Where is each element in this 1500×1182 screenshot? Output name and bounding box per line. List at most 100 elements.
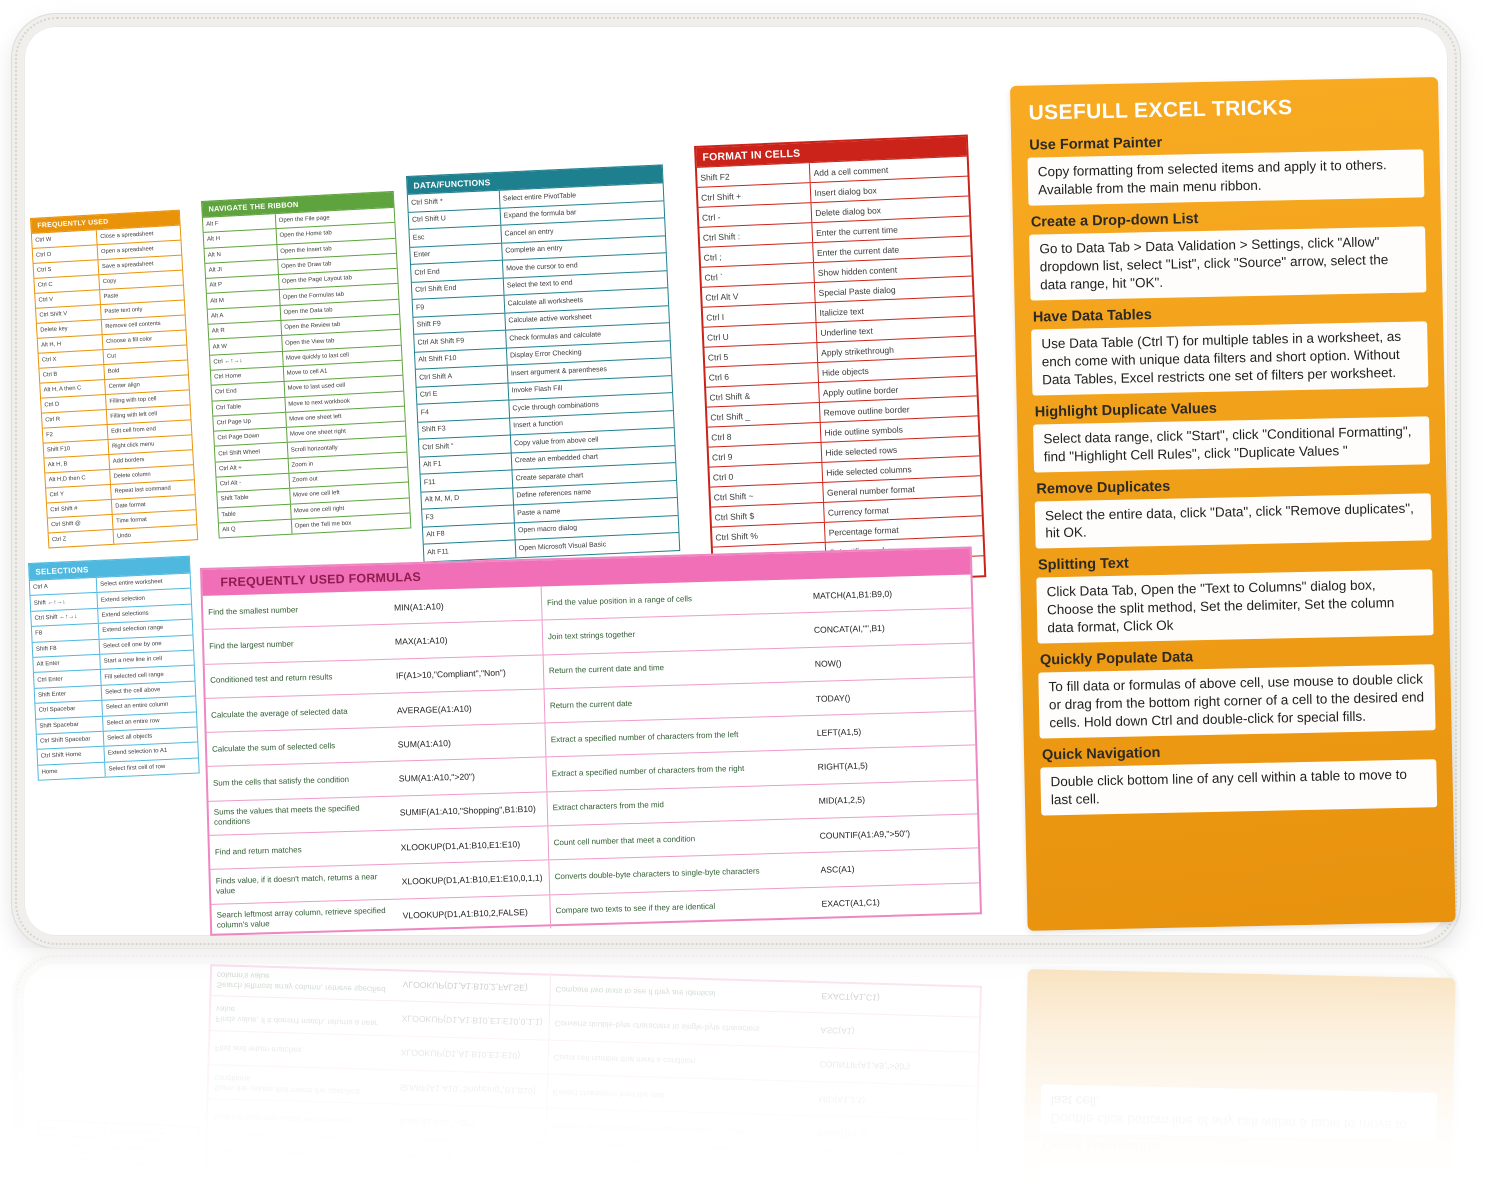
key-cell: Conditioned test and return results (210, 672, 333, 685)
key-cell: Alt Q (218, 519, 293, 538)
shortcut-row: Ctrl Shift Spacebar Select all objects (36, 1150, 198, 1174)
value-cell: CONCAT(AI,"",B1) (813, 622, 885, 635)
trick-section: Create a Drop-down List Go to Data Tab > … (1029, 204, 1427, 301)
trick-section: Have Data Tables Use Data Table (Ctrl T) … (1031, 299, 1429, 396)
shortcut-row: Shift Spacebar Select an entire row (36, 1166, 197, 1178)
value-cell: XLOOKUP(D1,A1:B10,E1:E10,0,1,1) (401, 872, 543, 887)
value-cell: Select an entire row (106, 1173, 160, 1178)
trick-section: Quick Navigation Double click bottom line… (1040, 1084, 1438, 1162)
value-cell: COUNTIF(A1:A9,">50") (819, 1059, 911, 1072)
formula-row: Search leftmost array column, retrieve s… (211, 962, 551, 1006)
formula-row: Converts double-byte characters to singl… (549, 1005, 980, 1053)
trick-body: Select the entire data, click "Data", cl… (1034, 492, 1432, 550)
formula-row: Extract a specified number of characters… (545, 1143, 976, 1178)
formulas-right-column: Find the value position in a range of ce… (540, 574, 981, 929)
key-cell: Calculate the average of selected data (210, 706, 348, 720)
trick-body: To fill data or formulas of above cell, … (1038, 1161, 1436, 1178)
value-cell: Select first cell of row (108, 1127, 166, 1137)
value-cell: LEFT(A1,5) (816, 726, 862, 738)
key-cell: Finds value, if it doesn't match, return… (215, 1004, 378, 1028)
key-cell: Home (38, 762, 106, 780)
shortcut-table-format-in-cells: Shift F2 Add a cell comment Ctrl Shift + In… (696, 155, 985, 587)
trick-section: Highlight Duplicate Values Select data ra… (1033, 394, 1431, 473)
key-cell: Search leftmost array column, retrieve s… (216, 906, 386, 930)
key-cell: Calculate the average of selected data (206, 1168, 393, 1178)
key-cell: Sums the values that meets the specified… (213, 804, 360, 828)
value-cell: Select first cell of row (108, 763, 166, 773)
panel-format-in-cells: FORMAT IN CELLS Shift F2 Add a cell comme… (694, 134, 987, 589)
formulas-columns: Find the smallest numberMIN(A1:A10)Find … (203, 962, 981, 1178)
key-cell: Sum the cells that satisfy the condition (212, 775, 350, 788)
formula-row: Compare two texts to see if they are ide… (550, 971, 981, 1018)
panel-formulas: FREQUENTLY USED FORMULAS Find the smalle… (200, 962, 982, 1178)
value-cell: MIN(A1:A10) (393, 600, 444, 613)
value-cell: AVERAGE(A1:A10) (396, 703, 472, 716)
key-cell: Converts double-byte characters to singl… (554, 1018, 760, 1034)
panel-title-excel-tricks: USEFULL EXCEL TRICKS (1028, 96, 1293, 125)
key-cell: Extract a specified number of characters… (551, 1121, 745, 1136)
key-cell: Home (38, 1120, 106, 1138)
panel-frequently-used: FREQUENTLY USED Ctrl W Close a spreadshee… (30, 209, 199, 549)
value-cell: AVERAGE(A1:A10) (391, 1173, 544, 1178)
trick-body: Copy formatting from selected items and … (1027, 149, 1425, 206)
value-cell: SUMIF(A1:A10,"Shopping",B1:B10) (399, 1082, 536, 1096)
value-cell: MID(A1,2,5) (818, 1093, 866, 1106)
formulas-left-column: Find the smallest numberMIN(A1:A10)Find … (203, 962, 551, 1178)
value-cell: RIGHT(A1,5) (817, 760, 868, 772)
value-cell: ASC(A1) (820, 863, 855, 875)
value-cell: MID(A1,2,5) (818, 794, 866, 807)
key-cell: Count cell number that meet a condition (553, 1053, 696, 1066)
shortcut-table-data-functions: Ctrl Shift * Select entire PivotTable Ctrl… (407, 182, 680, 562)
value-cell: VLOOKUP(D1,A1:B10,2,FALSE) (402, 907, 528, 921)
formula-row: Sums the values that meets the specified… (208, 1065, 548, 1109)
key-cell: Find and return matches (214, 844, 302, 857)
key-cell: Return the current date (544, 1177, 811, 1178)
key-cell: Finds value, if it doesn't match, return… (215, 872, 378, 896)
value-cell: Extend selection to A1 (107, 1142, 168, 1152)
key-cell: Compare two texts to see if they are ide… (555, 984, 716, 998)
key-cell: Extract characters from the mid (552, 1087, 664, 1100)
formula-row: Finds value, if it doesn't match, return… (210, 996, 550, 1041)
key-cell: Find the largest number (209, 639, 294, 651)
formula-row: Extract a specified number of characters… (546, 1108, 977, 1156)
key-cell: Sums the values that meets the specified… (213, 1072, 360, 1096)
trick-section: Quick Navigation Double click bottom line… (1040, 737, 1438, 816)
value-cell: SUM(A1:A10) (397, 737, 451, 750)
shortcut-row: Home Select first cell of row (38, 1120, 199, 1143)
trick-body: Click Data Tab, Open the "Text to Column… (1036, 569, 1434, 644)
panel-formulas: FREQUENTLY USED FORMULAS Find the smalle… (200, 546, 982, 938)
value-cell: EXACT(A1,C1) (821, 990, 880, 1003)
trick-body: Double click bottom line of any cell wit… (1040, 1084, 1438, 1141)
value-cell: SUM(A1:A10) (397, 1150, 451, 1163)
value-cell: COUNTIF(A1:A9,">50") (819, 828, 911, 841)
value-cell: VLOOKUP(D1,A1:B10,2,FALSE) (402, 979, 528, 993)
formula-row: Find and return matches XLOOKUP(D1,A1:B10… (209, 1030, 549, 1075)
trick-section: Splitting Text Click Data Tab, Open the "… (1036, 548, 1434, 644)
value-cell: ASC(A1) (820, 1025, 855, 1037)
key-cell: Ctrl Shift Home (37, 1135, 106, 1153)
key-cell: Calculate the sum of selected cells (211, 1146, 336, 1159)
trick-body: Select data range, click "Start", click … (1033, 415, 1431, 473)
value-cell: SUMIF(A1:A10,"Shopping",B1:B10) (399, 804, 536, 818)
key-cell: Find and return matches (214, 1043, 302, 1056)
trick-body: Double click bottom line of any cell wit… (1040, 759, 1438, 816)
value-cell: XLOOKUP(D1,A1:B10,E1:E10) (400, 1047, 521, 1062)
value-cell: NOW() (814, 658, 842, 670)
shortcut-table-navigate-ribbon: Alt F Open the File page Alt H Open the Hom… (202, 206, 411, 538)
value-cell: MATCH(A1,B1:B9,0) (812, 588, 893, 601)
key-cell: Shift Spacebar (36, 1166, 104, 1178)
value-cell: MAX(A1:A10) (394, 635, 448, 647)
value-cell: RIGHT(A1,5) (817, 1128, 868, 1140)
trick-body: To fill data or formulas of above cell, … (1038, 664, 1436, 739)
key-cell: Compare two texts to see if they are ide… (555, 902, 716, 916)
formula-row: Count cell number that meet a condition C… (548, 1040, 979, 1087)
key-cell: Extract a specified number of characters… (550, 1155, 739, 1171)
